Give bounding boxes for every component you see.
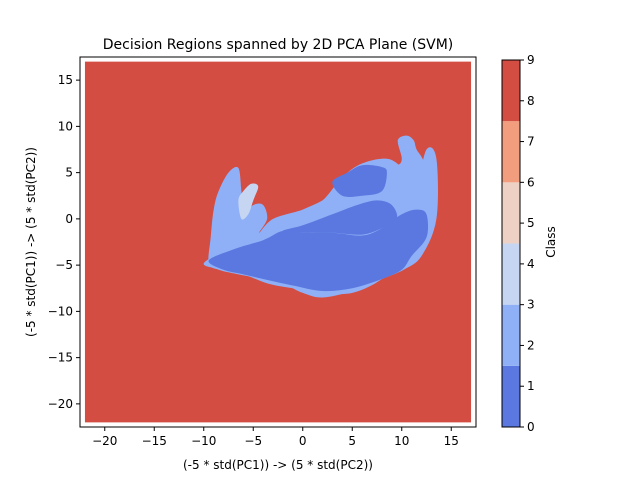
colorbar-level-3 xyxy=(502,182,520,244)
colorbar-level-4 xyxy=(502,121,520,183)
colorbar-tick-label: 6 xyxy=(527,175,535,189)
colorbar-label: Class xyxy=(544,226,558,258)
y-tick-label: −10 xyxy=(48,304,73,318)
colorbar-level-0 xyxy=(502,365,520,427)
x-tick-label: 0 xyxy=(299,434,307,448)
colorbar-tick-label: 1 xyxy=(527,379,535,393)
x-tick-label: −15 xyxy=(142,434,167,448)
y-tick-label: 15 xyxy=(58,73,73,87)
colorbar-level-1 xyxy=(502,304,520,366)
colorbar-tick-label: 5 xyxy=(527,216,535,230)
x-tick-label: −20 xyxy=(92,434,117,448)
decision-region-5 xyxy=(282,200,398,235)
colorbar-tick-label: 9 xyxy=(527,53,535,67)
axes-frame xyxy=(79,56,477,428)
chart-title: Decision Regions spanned by 2D PCA Plane… xyxy=(103,37,454,53)
y-tick-label: −5 xyxy=(55,258,73,272)
colorbar-tick-label: 7 xyxy=(527,135,535,149)
y-tick-label: −20 xyxy=(48,397,73,411)
colorbar-tick-label: 4 xyxy=(527,257,535,271)
y-tick-label: 0 xyxy=(65,212,73,226)
y-axis-ticks: −20 −15 −10 −5 0 5 10 15 xyxy=(48,73,80,411)
decision-region-7 xyxy=(233,246,350,277)
x-axis-ticks: −20 −15 −10 −5 0 5 10 15 xyxy=(92,427,459,448)
decision-region-2 xyxy=(238,183,259,220)
colorbar-tick-label: 0 xyxy=(527,420,535,434)
y-tick-label: 5 xyxy=(65,166,73,180)
x-tick-label: −5 xyxy=(244,434,262,448)
y-axis-label: (-5 * std(PC1)) -> (5 * std(PC2)) xyxy=(24,147,38,337)
plot-area xyxy=(79,56,477,428)
colorbar-tick-label: 2 xyxy=(527,338,535,352)
y-tick-label: 10 xyxy=(58,119,73,133)
colorbar-level-5 xyxy=(502,60,520,122)
colorbar: 0 1 2 3 4 5 6 7 8 9 xyxy=(501,53,535,434)
x-tick-label: 5 xyxy=(348,434,356,448)
y-tick-label: −15 xyxy=(48,351,73,365)
x-tick-label: 10 xyxy=(394,434,409,448)
colorbar-tick-label: 8 xyxy=(527,94,535,108)
x-axis-label: (-5 * std(PC1)) -> (5 * std(PC2)) xyxy=(183,458,373,472)
colorbar-frame xyxy=(501,59,521,428)
x-tick-label: −10 xyxy=(191,434,216,448)
x-tick-label: 15 xyxy=(444,434,459,448)
colorbar-tick-label: 3 xyxy=(527,298,535,312)
colorbar-level-2 xyxy=(502,243,520,305)
decision-region-4 xyxy=(332,164,387,197)
